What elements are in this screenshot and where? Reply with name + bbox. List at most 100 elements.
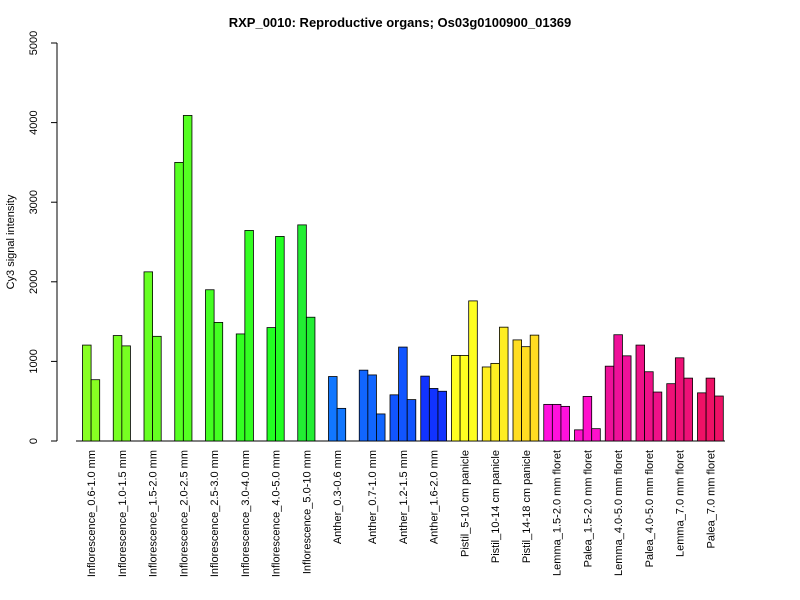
- bar: [481, 366, 492, 442]
- bar-group: [604, 334, 632, 442]
- bar: [644, 371, 654, 442]
- bar: [674, 357, 685, 442]
- bar: [652, 391, 663, 442]
- category-label: Inflorescence_2.5-3.0 mm: [209, 450, 221, 577]
- bar: [174, 161, 184, 442]
- bar-group: [82, 344, 101, 442]
- bar: [582, 396, 593, 442]
- bar-group: [481, 326, 509, 442]
- category-label: Anther_1.6-2.0 mm: [429, 450, 441, 544]
- bar-group: [666, 357, 693, 442]
- category-label: Inflorescence_1.5-2.0 mm: [148, 450, 160, 577]
- bar: [297, 224, 307, 442]
- bar: [376, 413, 386, 442]
- bar-group: [420, 375, 447, 442]
- bar: [82, 344, 92, 442]
- bar-group: [174, 115, 193, 442]
- bar: [275, 236, 285, 442]
- bar: [305, 316, 316, 442]
- bar: [499, 326, 509, 442]
- bar: [451, 355, 461, 442]
- bar: [622, 355, 632, 442]
- bar: [235, 333, 246, 442]
- bar: [358, 369, 369, 442]
- bar: [205, 289, 215, 442]
- chart-title: RXP_0010: Reproductive organs; Os03g0100…: [229, 15, 572, 30]
- bar-group: [112, 335, 131, 442]
- bar: [529, 334, 540, 442]
- bar: [705, 377, 716, 442]
- category-label: Inflorescence_2.0-2.5 mm: [178, 450, 190, 577]
- bar-group: [635, 344, 663, 442]
- category-label: Pistil_10-14 cm panicle: [490, 450, 502, 563]
- y-tick-label: 0: [28, 438, 40, 444]
- bar: [613, 334, 623, 442]
- category-label: Anther_0.3-0.6 mm: [332, 450, 344, 544]
- bar: [244, 230, 254, 442]
- category-label: Anther_1.2-1.5 mm: [398, 450, 410, 544]
- category-label: Inflorescence_5.0-10 mm: [301, 450, 313, 574]
- bar-group: [358, 369, 386, 442]
- bar: [543, 403, 553, 442]
- bar-group: [574, 396, 601, 442]
- y-tick-label: 2000: [28, 270, 40, 294]
- y-axis: 0 1000 2000 3000 4000 5000: [28, 31, 58, 444]
- category-label: Inflorescence_0.6-1.0 mm: [86, 450, 98, 577]
- bar-group: [543, 403, 570, 442]
- bar: [121, 345, 131, 442]
- category-label: Anther_0.7-1.0 mm: [367, 450, 379, 544]
- bar-group: [389, 346, 417, 442]
- bar: [213, 321, 224, 442]
- bar-group: [143, 271, 162, 442]
- category-label: Lemma_4.0-5.0 mm floret: [613, 450, 625, 576]
- bar: [336, 407, 347, 442]
- bar: [604, 365, 615, 442]
- bar: [112, 335, 123, 442]
- bar: [90, 379, 101, 442]
- category-label: Inflorescence_4.0-5.0 mm: [271, 450, 283, 577]
- category-label: Pistil_14-18 cm panicle: [521, 450, 533, 563]
- bar: [459, 355, 470, 442]
- bar: [574, 429, 584, 442]
- bar: [389, 394, 400, 442]
- y-tick-label: 4000: [28, 110, 40, 134]
- bar: [420, 375, 430, 442]
- bar: [683, 377, 693, 442]
- bar: [560, 405, 570, 442]
- bar: [521, 346, 531, 442]
- bar-group: [266, 236, 285, 442]
- category-label: Inflorescence_1.0-1.5 mm: [117, 450, 129, 577]
- category-label: Palea_1.5-2.0 mm floret: [582, 450, 594, 567]
- bar: [635, 344, 646, 442]
- bars: [82, 115, 724, 442]
- bar: [666, 383, 676, 442]
- category-label: Lemma_1.5-2.0 mm floret: [552, 450, 564, 576]
- category-labels: Inflorescence_0.6-1.0 mm Inflorescence_1.…: [86, 450, 717, 577]
- bar: [143, 271, 154, 442]
- category-label: Palea_7.0 mm floret: [705, 450, 717, 548]
- bar: [428, 388, 439, 442]
- bar: [490, 362, 500, 442]
- bar: [182, 115, 193, 442]
- bar-group: [697, 377, 724, 442]
- bar-group: [297, 224, 316, 442]
- category-label: Inflorescence_3.0-4.0 mm: [240, 450, 252, 577]
- bar: [714, 395, 724, 442]
- bar: [266, 327, 277, 442]
- bar-group: [328, 376, 347, 442]
- bar-group: [205, 289, 224, 442]
- bar-group: [512, 334, 540, 442]
- bar: [512, 339, 523, 442]
- bar: [697, 392, 707, 442]
- category-label: Pistil_5-10 cm panicle: [459, 450, 471, 557]
- bar: [328, 376, 338, 442]
- y-tick-label: 3000: [28, 190, 40, 214]
- bar: [398, 346, 408, 442]
- y-tick-label: 5000: [28, 31, 40, 55]
- category-label: Palea_4.0-5.0 mm floret: [644, 450, 656, 567]
- bar: [591, 428, 601, 442]
- category-label: Lemma_7.0 mm floret: [675, 450, 687, 557]
- bar: [406, 399, 417, 442]
- bar-group: [451, 300, 478, 442]
